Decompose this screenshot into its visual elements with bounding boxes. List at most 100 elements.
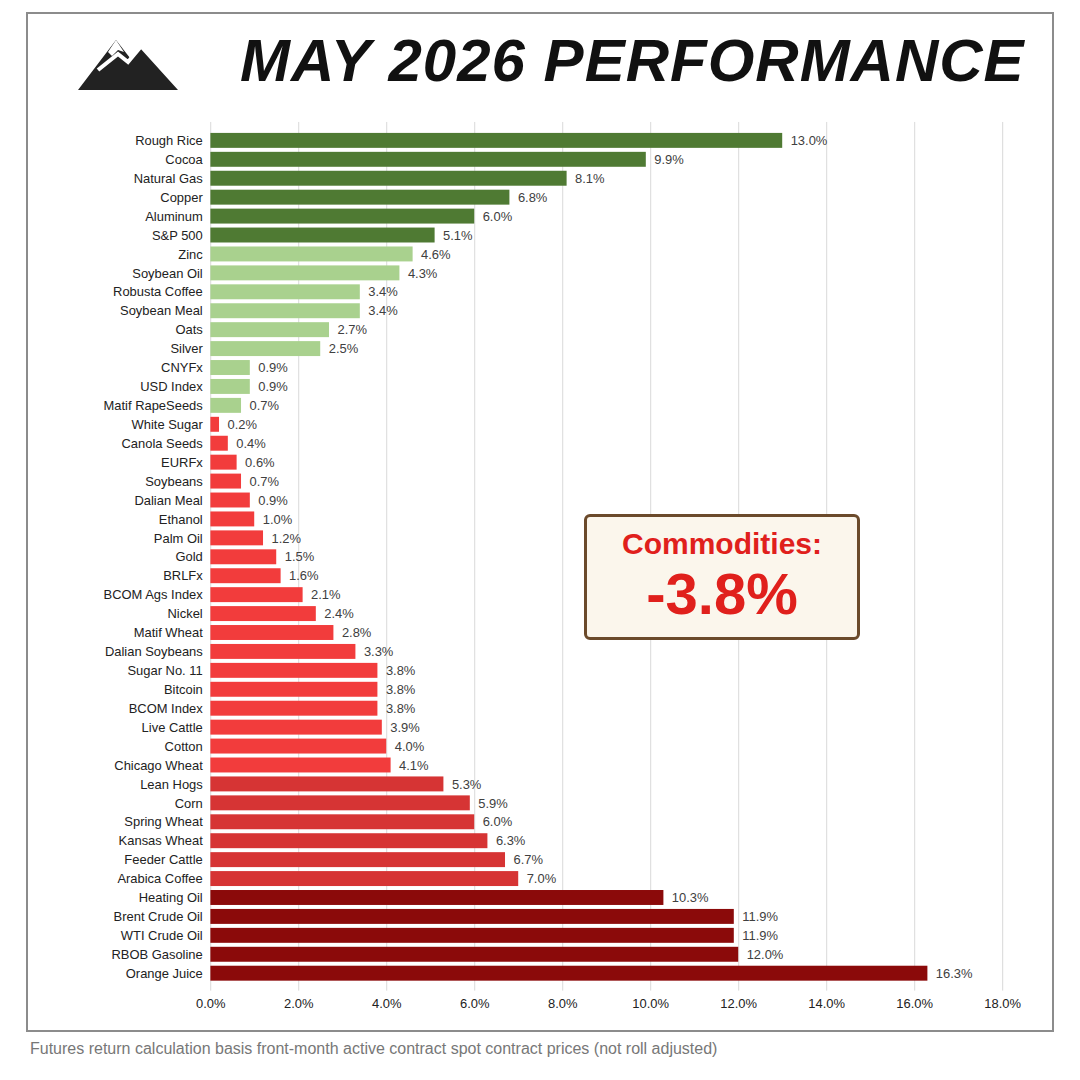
svg-text:1.6%: 1.6%: [289, 568, 319, 583]
svg-text:Matif RapeSeeds: Matif RapeSeeds: [103, 398, 202, 413]
svg-text:Heating Oil: Heating Oil: [139, 890, 203, 905]
svg-text:10.0%: 10.0%: [632, 996, 669, 1011]
svg-text:1.0%: 1.0%: [263, 512, 293, 527]
svg-text:7.0%: 7.0%: [527, 871, 557, 886]
svg-text:4.0%: 4.0%: [372, 996, 402, 1011]
svg-text:5.9%: 5.9%: [478, 795, 508, 810]
svg-text:Gold: Gold: [175, 549, 202, 564]
svg-text:Soybeans: Soybeans: [145, 474, 203, 489]
svg-text:6.0%: 6.0%: [483, 814, 513, 829]
svg-text:3.4%: 3.4%: [368, 284, 398, 299]
svg-text:0.4%: 0.4%: [236, 436, 266, 451]
svg-text:11.9%: 11.9%: [742, 909, 778, 924]
svg-text:6.8%: 6.8%: [518, 190, 548, 205]
svg-text:12.0%: 12.0%: [747, 947, 784, 962]
svg-text:Soybean Oil: Soybean Oil: [132, 266, 203, 281]
svg-text:3.9%: 3.9%: [390, 720, 420, 735]
svg-text:0.9%: 0.9%: [258, 360, 288, 375]
svg-text:3.8%: 3.8%: [386, 663, 416, 678]
svg-text:Rough Rice: Rough Rice: [135, 133, 203, 148]
svg-text:Natural Gas: Natural Gas: [134, 171, 203, 186]
svg-text:3.4%: 3.4%: [368, 303, 398, 318]
svg-text:3.8%: 3.8%: [386, 682, 416, 697]
svg-text:Kansas Wheat: Kansas Wheat: [119, 833, 204, 848]
svg-text:Dalian Soybeans: Dalian Soybeans: [105, 644, 203, 659]
svg-text:Robusta Coffee: Robusta Coffee: [113, 284, 203, 299]
svg-text:13.0%: 13.0%: [791, 133, 828, 148]
svg-text:0.6%: 0.6%: [245, 455, 275, 470]
svg-text:Copper: Copper: [160, 190, 203, 205]
svg-text:11.9%: 11.9%: [742, 928, 778, 943]
svg-text:Matif Wheat: Matif Wheat: [134, 625, 203, 640]
svg-text:Orange Juice: Orange Juice: [126, 966, 203, 981]
svg-text:Arabica Coffee: Arabica Coffee: [117, 871, 202, 886]
svg-text:16.3%: 16.3%: [936, 966, 973, 981]
svg-text:BCOM Ags Index: BCOM Ags Index: [104, 587, 204, 602]
svg-text:Live Cattle: Live Cattle: [142, 720, 203, 735]
svg-text:Brent Crude Oil: Brent Crude Oil: [114, 909, 203, 924]
svg-text:8.0%: 8.0%: [548, 996, 578, 1011]
svg-text:2.0%: 2.0%: [284, 996, 314, 1011]
svg-text:18.0%: 18.0%: [984, 996, 1021, 1011]
svg-text:BCOM Index: BCOM Index: [129, 701, 204, 716]
svg-text:14.0%: 14.0%: [808, 996, 845, 1011]
svg-text:5.1%: 5.1%: [443, 228, 473, 243]
svg-text:White Sugar: White Sugar: [132, 417, 204, 432]
svg-text:Dalian Meal: Dalian Meal: [134, 493, 202, 508]
svg-text:Soybean Meal: Soybean Meal: [120, 303, 203, 318]
svg-text:1.5%: 1.5%: [285, 549, 315, 564]
svg-text:5.3%: 5.3%: [452, 777, 482, 792]
svg-text:10.3%: 10.3%: [672, 890, 709, 905]
svg-text:WTI Crude Oil: WTI Crude Oil: [121, 928, 203, 943]
svg-text:6.3%: 6.3%: [496, 833, 526, 848]
svg-text:0.7%: 0.7%: [249, 474, 279, 489]
svg-text:4.0%: 4.0%: [395, 739, 425, 754]
svg-text:9.9%: 9.9%: [654, 152, 684, 167]
svg-text:Cocoa: Cocoa: [165, 152, 203, 167]
svg-text:Lean Hogs: Lean Hogs: [140, 777, 203, 792]
svg-text:0.7%: 0.7%: [249, 398, 279, 413]
svg-text:Oats: Oats: [175, 322, 202, 337]
svg-text:Zinc: Zinc: [178, 247, 203, 262]
svg-text:Ethanol: Ethanol: [159, 512, 203, 527]
svg-text:2.8%: 2.8%: [342, 625, 372, 640]
svg-text:4.1%: 4.1%: [399, 758, 429, 773]
svg-text:2.4%: 2.4%: [324, 606, 354, 621]
svg-text:USD Index: USD Index: [140, 379, 203, 394]
svg-text:Nickel: Nickel: [168, 606, 203, 621]
svg-text:Silver: Silver: [170, 341, 203, 356]
svg-text:0.9%: 0.9%: [258, 379, 288, 394]
svg-text:3.8%: 3.8%: [386, 701, 416, 716]
svg-text:Spring Wheat: Spring Wheat: [124, 814, 203, 829]
svg-text:4.6%: 4.6%: [421, 247, 451, 262]
svg-text:Bitcoin: Bitcoin: [164, 682, 203, 697]
svg-text:3.3%: 3.3%: [364, 644, 394, 659]
svg-text:6.0%: 6.0%: [483, 209, 513, 224]
svg-text:CNYFx: CNYFx: [161, 360, 203, 375]
svg-text:8.1%: 8.1%: [575, 171, 605, 186]
svg-text:Sugar No. 11: Sugar No. 11: [127, 663, 202, 678]
svg-text:Feeder Cattle: Feeder Cattle: [124, 852, 202, 867]
svg-text:EURFx: EURFx: [161, 455, 203, 470]
svg-text:4.3%: 4.3%: [408, 266, 438, 281]
svg-text:0.2%: 0.2%: [227, 417, 257, 432]
svg-text:Corn: Corn: [175, 795, 203, 810]
svg-text:Palm Oil: Palm Oil: [154, 531, 203, 546]
svg-text:1.2%: 1.2%: [271, 531, 301, 546]
svg-text:2.5%: 2.5%: [329, 341, 359, 356]
svg-text:Aluminum: Aluminum: [145, 209, 203, 224]
svg-text:Chicago Wheat: Chicago Wheat: [114, 758, 203, 773]
svg-text:6.7%: 6.7%: [513, 852, 543, 867]
svg-text:6.0%: 6.0%: [460, 996, 490, 1011]
svg-text:0.9%: 0.9%: [258, 493, 288, 508]
svg-text:Canola Seeds: Canola Seeds: [121, 436, 202, 451]
svg-text:S&P 500: S&P 500: [152, 228, 203, 243]
svg-text:16.0%: 16.0%: [896, 996, 933, 1011]
svg-text:0.0%: 0.0%: [196, 996, 226, 1011]
svg-text:Cotton: Cotton: [165, 739, 203, 754]
svg-text:12.0%: 12.0%: [720, 996, 757, 1011]
svg-text:2.7%: 2.7%: [337, 322, 367, 337]
svg-text:RBOB Gasoline: RBOB Gasoline: [111, 947, 202, 962]
svg-text:BRLFx: BRLFx: [163, 568, 203, 583]
svg-text:2.1%: 2.1%: [311, 587, 341, 602]
